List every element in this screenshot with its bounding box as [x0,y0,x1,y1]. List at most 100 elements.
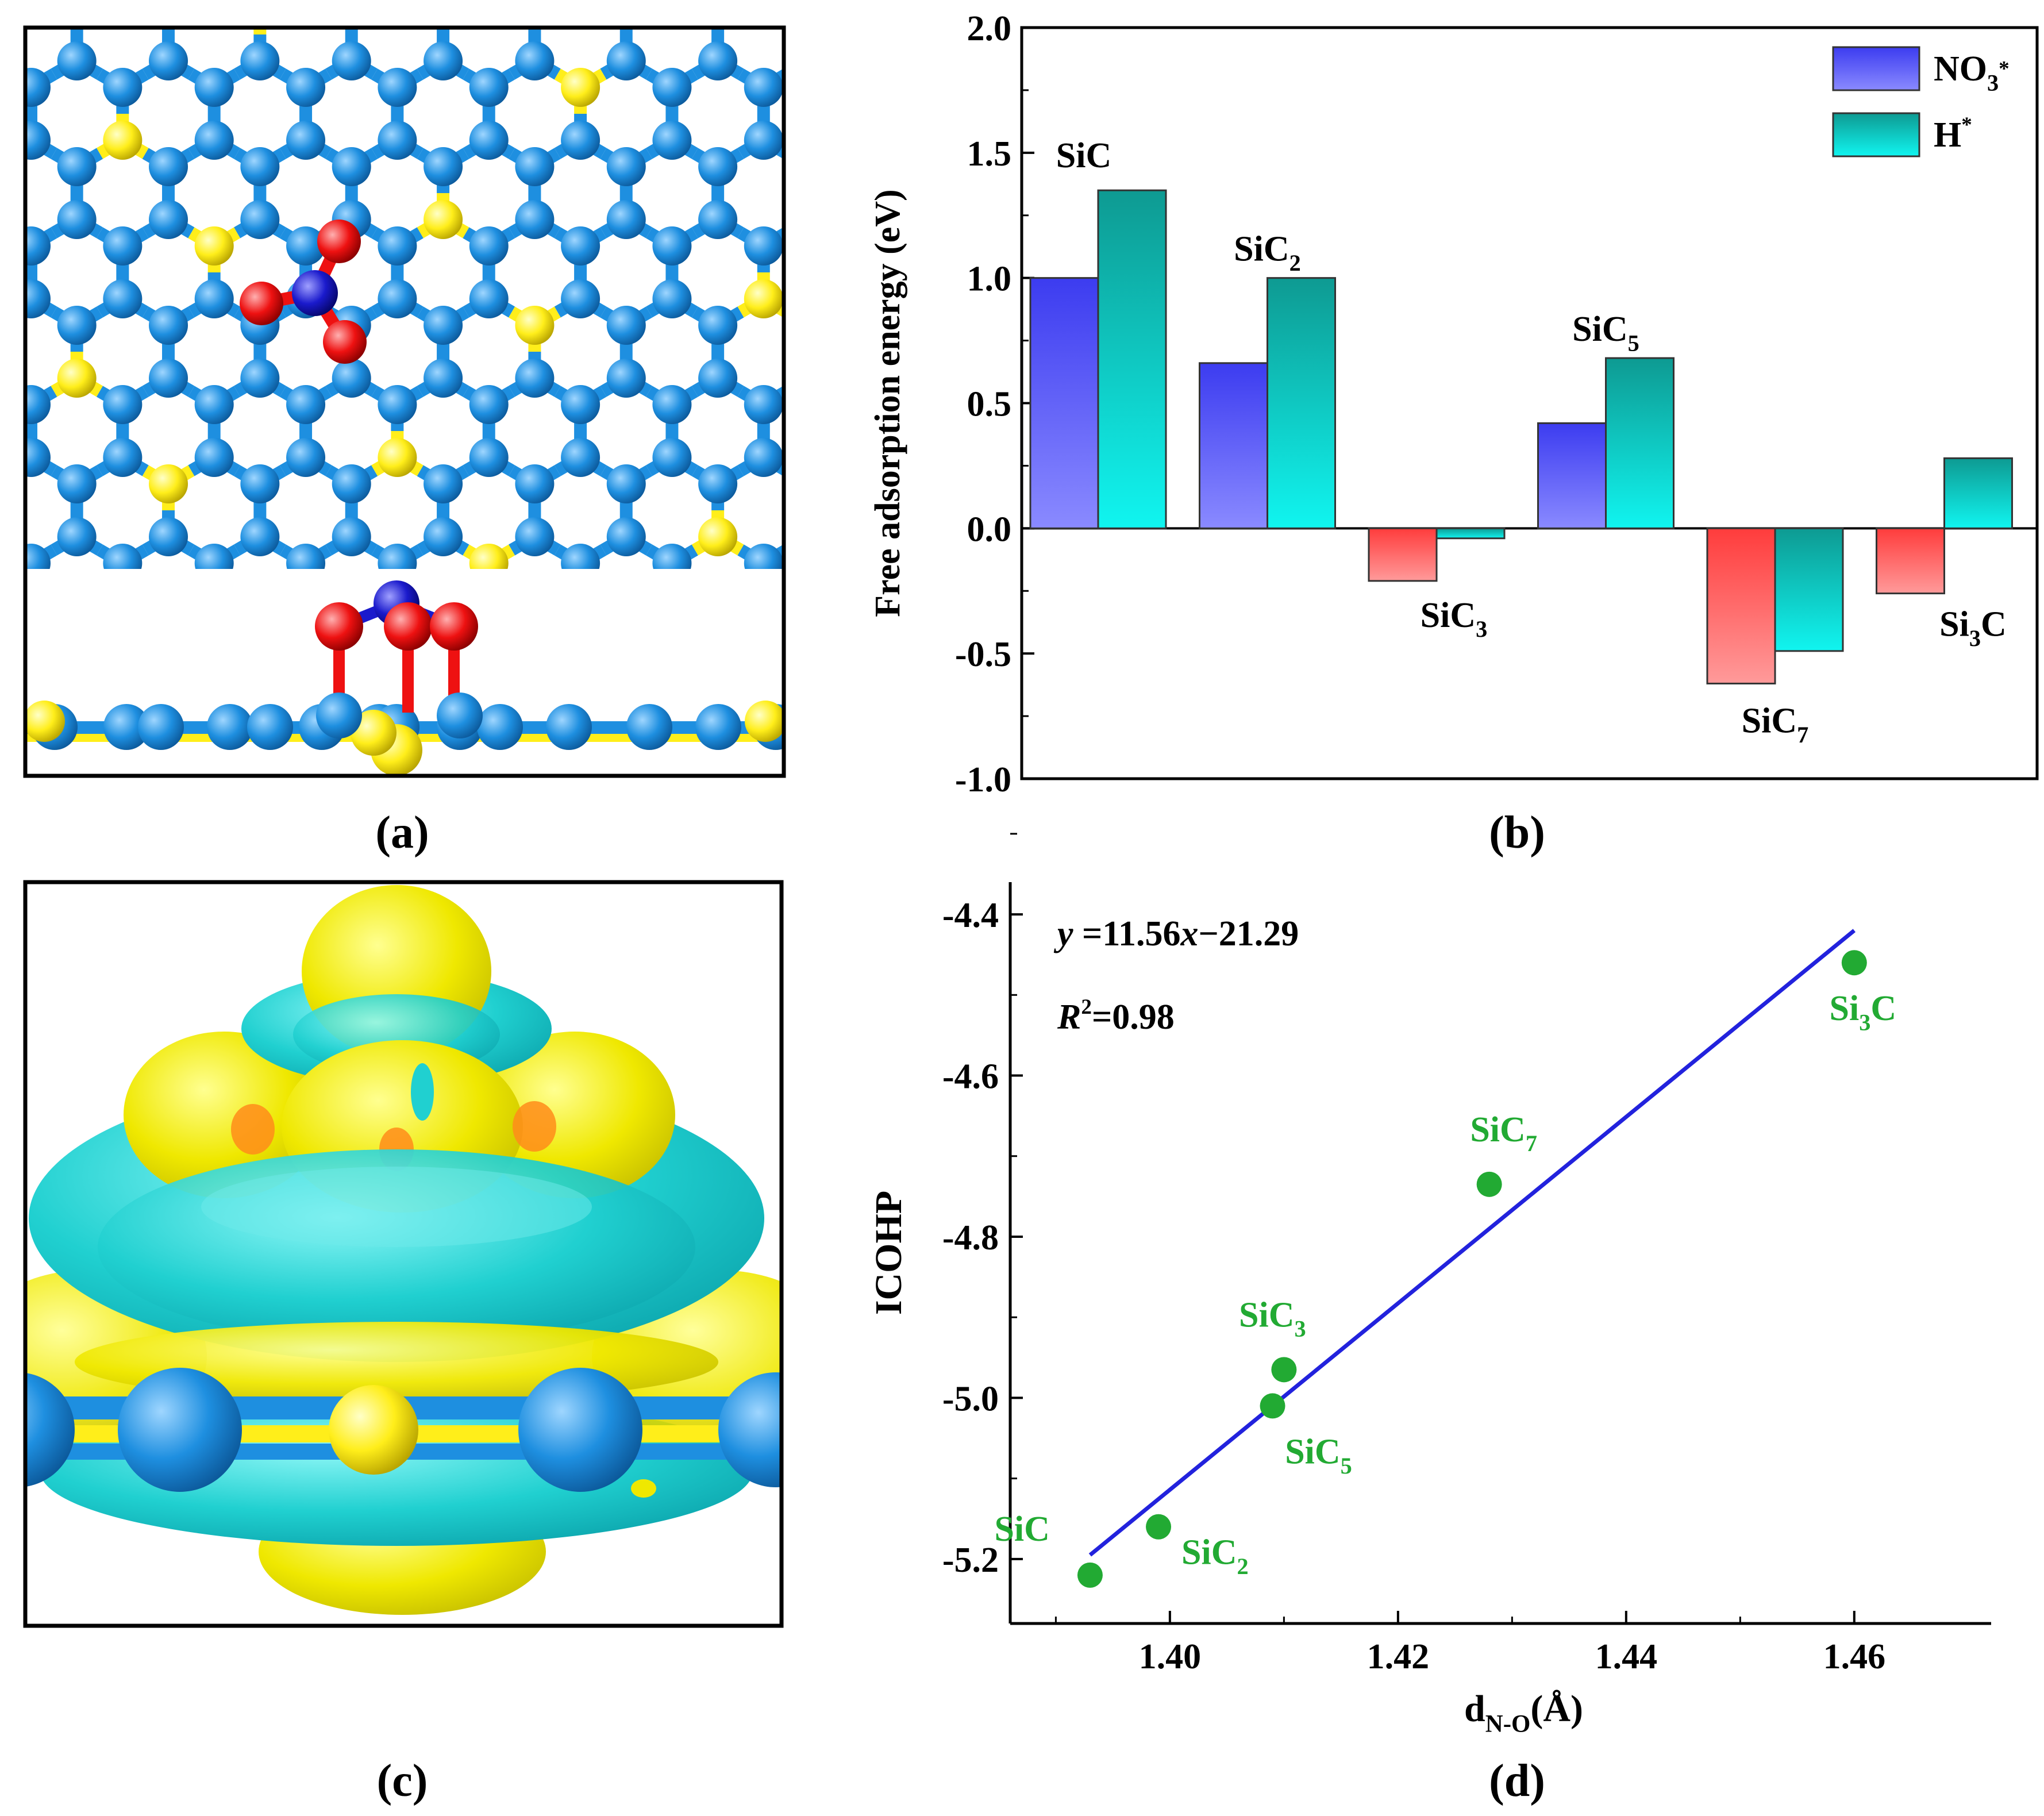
carbon-atom [698,359,738,398]
silicon-atom [194,226,234,266]
carbon-atom [698,306,738,345]
carbon-atom [606,147,646,186]
carbon-atom [25,226,51,266]
carbon-atom [103,279,143,318]
y-tick-label: -0.5 [955,635,1011,674]
carbon-atom [718,1372,782,1487]
carbon-atom [378,226,417,266]
category-label: Si3C [1939,605,2007,651]
carbon-atom [378,68,417,107]
carbon-atom [149,517,188,556]
data-label: SiC3 [1239,1295,1306,1341]
silicon-atom [351,710,397,756]
carbon-atom [286,226,326,266]
panel-a-structure [0,0,875,778]
carbon-atom [652,226,692,266]
data-point [1476,1171,1502,1197]
silicon-atom [561,68,601,107]
carbon-atom [698,200,738,239]
carbon-atom [515,200,555,239]
oxygen-atom [315,602,363,651]
legend-swatch [1832,112,1920,157]
data-label: Si3C [1829,989,1896,1035]
carbon-atom [316,692,362,738]
x-tick-label: 1.44 [1595,1637,1658,1676]
carbon-atom [57,200,97,239]
carbon-atom [836,121,875,160]
carbon-atom [286,68,326,107]
carbon-atom [25,438,51,477]
panel-label-b: (b) [1489,807,1545,858]
carbon-atom [607,0,646,28]
carbon-atom [0,623,5,662]
carbon-atom [57,0,97,28]
carbon-atom [138,704,184,750]
carbon-atom [695,704,741,750]
carbon-atom [561,226,601,266]
carbon-atom [286,0,325,1]
carbon-atom [103,544,143,569]
carbon-atom [546,704,592,750]
carbon-atom [515,0,554,28]
carbon-atom [469,279,509,318]
carbon-atom [744,0,783,1]
carbon-atom [437,692,483,738]
carbon-atom [103,226,143,266]
data-label: SiC7 [1470,1110,1537,1156]
carbon-atom [0,464,5,503]
r-squared: R2=0.98 [1057,995,1175,1037]
y-tick-label: -4.6 [942,1057,999,1096]
carbon-atom [744,544,783,569]
carbon-atom [57,41,97,80]
carbon-atom [561,279,601,318]
fit-equation: y =11.56x−21.29 [1053,914,1299,953]
bar-no3 [1368,527,1438,582]
carbon-atom [0,517,5,556]
carbon-atom [332,0,371,28]
carbon-atom [469,68,509,107]
carbon-atom [11,0,51,1]
carbon-atom [332,359,371,398]
x-tick-label: 1.46 [1823,1637,1886,1676]
carbon-atom [652,0,691,1]
carbon-atom [195,0,234,1]
category-label: SiC7 [1742,701,1809,747]
carbon-atom [790,359,829,398]
y-tick-label: -4.8 [942,1218,999,1257]
panel-label-c: (c) [377,1756,428,1806]
bar-h [1605,357,1675,529]
nitrogen-atom [292,270,338,316]
carbon-atom [332,517,371,556]
carbon-atom [652,385,692,424]
y-tick-label: -5.0 [942,1379,999,1418]
carbon-atom [149,147,188,186]
carbon-atom [378,0,417,1]
carbon-atom [698,41,738,80]
oxygen-atom [384,602,432,651]
legend-swatch [1832,46,1920,91]
carbon-atom [118,1368,242,1492]
carbon-atom [11,0,51,1]
carbon-atom [606,306,646,345]
bar-chart-free-adsorption-energy: -1.0 -0.5 0.0 0.5 1.0 1.5 2.0 Free adsorption e… [868,9,2039,799]
carbon-atom [424,147,463,186]
carbon-atom [606,200,646,239]
carbon-atom [698,147,738,186]
carbon-atom [515,147,555,186]
bar-h [1435,527,1506,540]
oxygen-atom [317,220,361,263]
carbon-atom [561,121,601,160]
carbon-atom [0,306,5,345]
carbon-atom [194,68,234,107]
bar-h [1774,527,1844,652]
carbon-atom [652,68,692,107]
carbon-atom [469,385,509,424]
carbon-atom [469,121,509,160]
silicon-atom [469,0,509,1]
carbon-atom [194,279,234,318]
carbon-atom [424,41,463,80]
carbon-atom [103,385,143,424]
carbon-atom [286,438,326,477]
carbon-atom [836,0,875,1]
carbon-atom [332,464,371,503]
